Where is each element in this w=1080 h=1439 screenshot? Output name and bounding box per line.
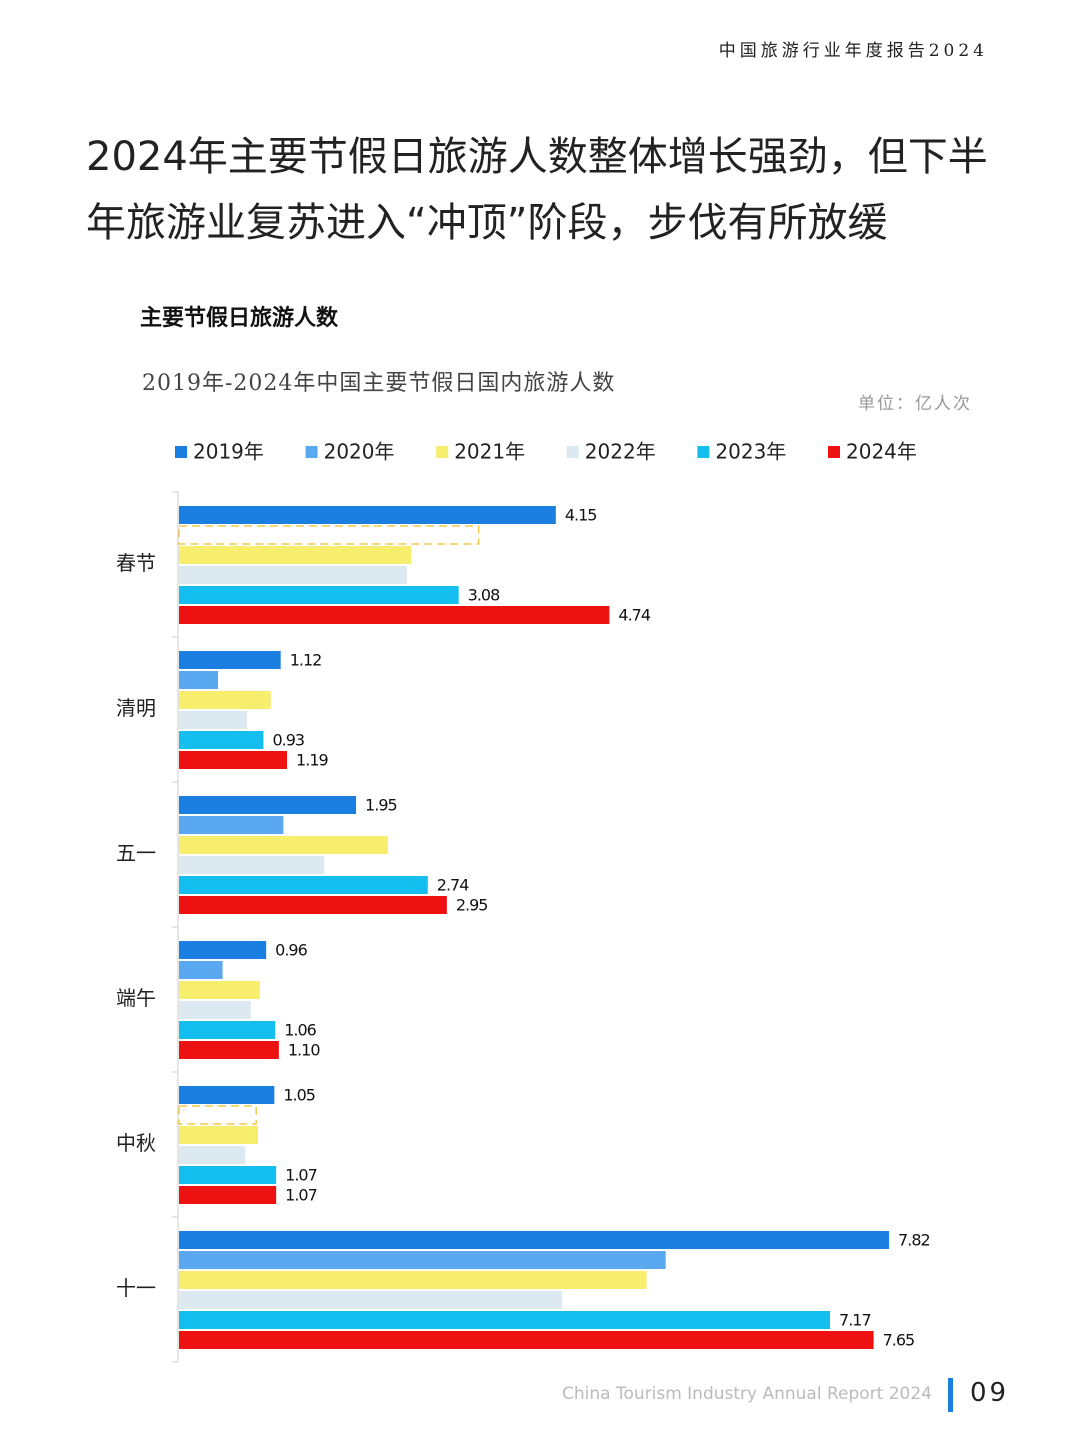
bar bbox=[179, 1311, 831, 1329]
category-label: 中秋 bbox=[116, 1131, 156, 1155]
value-label: 7.82 bbox=[898, 1231, 930, 1250]
bar bbox=[179, 1001, 251, 1019]
category-label: 清明 bbox=[116, 696, 156, 720]
bar bbox=[179, 1291, 563, 1309]
legend-label: 2020年 bbox=[324, 440, 395, 464]
bar bbox=[179, 876, 428, 894]
footer-bar bbox=[948, 1378, 953, 1412]
value-label: 7.65 bbox=[883, 1331, 915, 1350]
category-label: 春节 bbox=[116, 551, 156, 575]
bar bbox=[179, 586, 459, 604]
legend-label: 2019年 bbox=[193, 440, 264, 464]
bar bbox=[179, 711, 248, 729]
chart-title: 2019年-2024年中国主要节假日国内旅游人数 bbox=[142, 371, 616, 396]
page-title: 2024年主要节假日旅游人数整体增长强劲，但下半年旅游业复苏进入“冲顶”阶段，步… bbox=[86, 134, 988, 246]
bar bbox=[179, 566, 407, 584]
value-label: 1.05 bbox=[283, 1086, 315, 1105]
value-label: 1.10 bbox=[288, 1041, 320, 1060]
value-label: 1.07 bbox=[285, 1186, 317, 1205]
value-label: 1.95 bbox=[365, 796, 397, 815]
bar bbox=[179, 691, 271, 709]
header: 中国旅游行业年度报告2024 bbox=[718, 41, 988, 61]
value-label: 0.96 bbox=[275, 941, 307, 960]
missing-bar bbox=[178, 525, 480, 545]
bar bbox=[179, 1331, 874, 1349]
legend-swatch bbox=[828, 446, 840, 458]
value-label: 1.12 bbox=[290, 651, 322, 670]
value-label: 1.19 bbox=[296, 751, 328, 770]
footer: China Tourism Industry Annual Report 202… bbox=[561, 1384, 932, 1404]
section-title: 主要节假日旅游人数 bbox=[140, 306, 339, 331]
value-label: 3.08 bbox=[468, 586, 500, 605]
bar bbox=[179, 981, 260, 999]
legend-swatch bbox=[175, 446, 187, 458]
bar bbox=[179, 651, 281, 669]
bar bbox=[179, 961, 223, 979]
bar bbox=[179, 1041, 279, 1059]
bar bbox=[179, 1271, 647, 1289]
value-label: 1.06 bbox=[284, 1021, 316, 1040]
bar bbox=[179, 606, 610, 624]
legend-label: 2023年 bbox=[715, 440, 786, 464]
bar bbox=[179, 1021, 276, 1039]
value-label: 4.15 bbox=[565, 506, 597, 525]
legend-label: 2021年 bbox=[454, 440, 525, 464]
bar bbox=[179, 796, 357, 814]
legend-label: 2022年 bbox=[585, 440, 656, 464]
value-label: 4.74 bbox=[618, 606, 650, 625]
legend-swatch bbox=[566, 446, 579, 458]
bar bbox=[179, 546, 412, 564]
value-label: 7.17 bbox=[839, 1311, 871, 1330]
legend-label: 2024年 bbox=[846, 440, 917, 464]
category-label: 十一 bbox=[116, 1276, 156, 1300]
unit-label: 单位：亿人次 bbox=[858, 394, 972, 414]
category-label: 五一 bbox=[116, 841, 156, 865]
bar bbox=[179, 856, 325, 874]
bar bbox=[179, 1251, 666, 1269]
bar bbox=[179, 1186, 277, 1204]
legend-swatch bbox=[436, 446, 449, 458]
missing-bar bbox=[178, 1105, 257, 1125]
bar bbox=[179, 751, 288, 769]
value-label: 2.95 bbox=[456, 896, 488, 915]
bar bbox=[179, 506, 556, 524]
bar bbox=[179, 1126, 258, 1144]
legend-swatch bbox=[697, 446, 710, 458]
bar bbox=[179, 671, 219, 689]
bar bbox=[179, 1146, 246, 1164]
value-label: 0.93 bbox=[272, 731, 304, 750]
bar bbox=[179, 836, 388, 854]
bar bbox=[179, 941, 267, 959]
bar bbox=[179, 1166, 277, 1184]
category-label: 端午 bbox=[116, 986, 156, 1010]
value-label: 2.74 bbox=[437, 876, 469, 895]
bar bbox=[179, 816, 284, 834]
bar bbox=[179, 1086, 275, 1104]
bar bbox=[179, 896, 447, 914]
bar bbox=[179, 1231, 890, 1249]
page-number: 09 bbox=[970, 1378, 1010, 1408]
legend-swatch bbox=[305, 446, 318, 458]
bar bbox=[179, 731, 264, 749]
value-label: 1.07 bbox=[285, 1166, 317, 1185]
